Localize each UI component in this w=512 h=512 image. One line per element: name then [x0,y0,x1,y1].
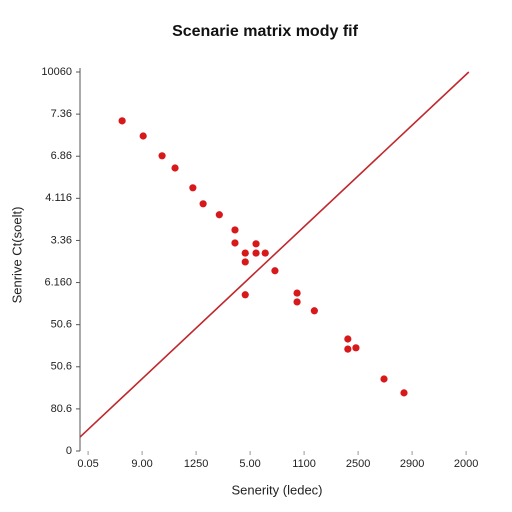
y-tick-label: 0 [66,445,72,457]
point [293,298,301,306]
x-tick-label: 5.00 [239,458,260,470]
y-tick-label: 7.36 [51,108,72,120]
point [231,226,239,234]
point [189,184,197,192]
point [252,240,260,248]
y-tick-label: 6.86 [51,150,72,162]
point [241,258,249,266]
point [380,375,388,383]
point [400,389,408,397]
point [261,249,269,257]
y-tick-label: 10060 [41,66,72,78]
y-tick-label: 6.160 [44,276,72,288]
x-tick-label: 2000 [454,458,478,470]
point [352,344,360,352]
chart-title: Scenarie matrix mody fif [172,23,359,40]
x-tick-label: 9.00 [131,458,152,470]
y-axis-label: Senrive Ct(soelt) [9,207,24,304]
point [118,117,126,125]
point [271,267,279,275]
x-tick-label: 1250 [184,458,208,470]
point [158,152,166,160]
point [139,132,147,140]
point [241,291,249,299]
point [241,249,249,257]
point [344,335,352,343]
x-tick-label: 2900 [400,458,424,470]
y-tick-label: 3.36 [51,234,72,246]
x-axis-label: Senerity (ledec) [231,482,322,497]
point [252,249,260,257]
point [199,200,207,208]
x-tick-label: 0.05 [77,458,98,470]
point [293,289,301,297]
point [231,239,239,247]
y-tick-label: 50.6 [51,361,72,373]
y-tick-label: 80.6 [51,403,72,415]
x-tick-label: 2500 [346,458,370,470]
point [215,211,223,219]
point [310,307,318,315]
diagonal-line [79,71,470,438]
x-tick-label: 1100 [292,458,316,470]
point [171,164,179,172]
point [344,345,352,353]
y-tick-label: 50.6 [51,319,72,331]
y-tick-label: 4.116 [45,192,72,204]
